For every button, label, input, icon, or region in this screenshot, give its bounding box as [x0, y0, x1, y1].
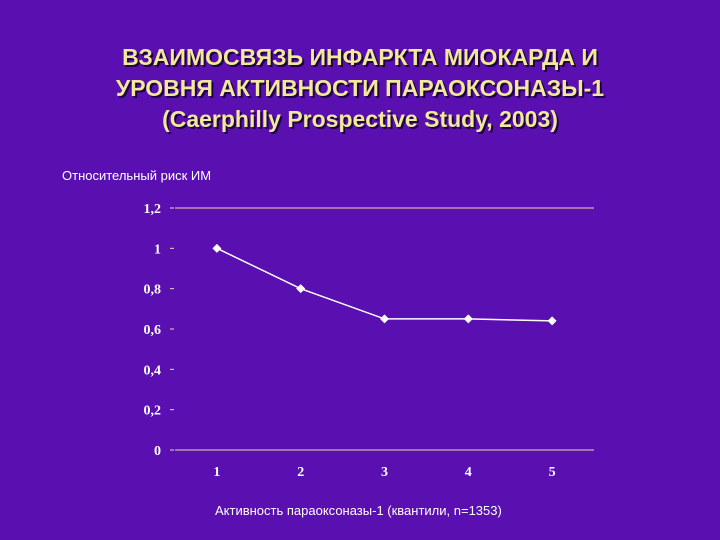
- y-tick-label: 0,4: [144, 363, 162, 378]
- x-tick-label: 4: [465, 465, 472, 480]
- y-tick-label: 1,2: [144, 202, 162, 217]
- x-tick-label: 1: [213, 465, 220, 480]
- data-point: [547, 316, 557, 326]
- x-tick-label: 2: [297, 465, 304, 480]
- x-tick-label: 3: [381, 465, 388, 480]
- title-line-1: ВЗАИМОСВЯЗЬ ИНФАРКТА МИОКАРДА И: [122, 44, 598, 70]
- title-line-3: (Caerphilly Prospective Study, 2003): [162, 106, 558, 132]
- y-tick-label: 0,6: [144, 323, 162, 338]
- y-tick-label: 1: [154, 242, 161, 257]
- series-line: [216, 247, 553, 322]
- title-line-2: УРОВНЯ АКТИВНОСТИ ПАРАОКСОНАЗЫ-1: [115, 75, 605, 101]
- data-point: [380, 314, 389, 324]
- data-point: [463, 314, 473, 324]
- y-tick-label: 0,2: [144, 404, 162, 419]
- x-axis-label: Активность параоксоназы-1 (квантили, n=1…: [215, 503, 502, 518]
- y-axis-label: Относительный риск ИМ: [62, 168, 212, 183]
- slide-title: ВЗАИМОСВЯЗЬ ИНФАРКТА МИОКАРДА И УРОВНЯ А…: [0, 42, 720, 135]
- data-point: [296, 284, 306, 294]
- y-tick-label: 0: [154, 444, 161, 459]
- y-tick-label: 0,8: [144, 283, 162, 298]
- data-point: [212, 243, 222, 253]
- x-tick-label: 5: [549, 465, 556, 480]
